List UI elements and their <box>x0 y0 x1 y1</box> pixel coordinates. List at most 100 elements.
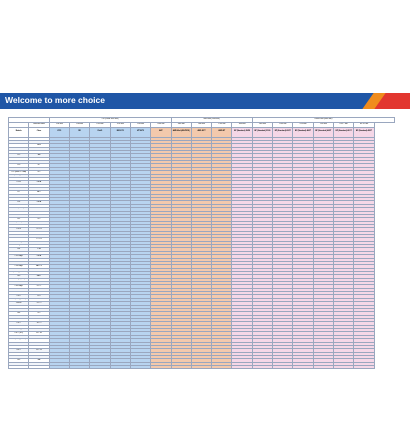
matrix-cell <box>190 364 213 370</box>
column-header-c6: ABT <box>150 126 172 138</box>
row-model: C75 <box>7 364 30 370</box>
matrix-cell <box>353 334 375 340</box>
table-row: C36 Ridge SA/4T 3 <box>7 264 395 269</box>
matrix-cell <box>353 267 375 273</box>
table-row: C55/T DEPA <box>7 334 395 340</box>
matrix-cell <box>353 291 375 296</box>
table-row: C60 2/LT 3/5 <box>7 344 395 350</box>
table-row: C60 T 2/LT 2/5 <box>7 348 395 353</box>
matrix-cell <box>353 254 375 259</box>
column-header-c16: BP (Standard) 40/2T <box>353 126 375 138</box>
table-row: C22 T (Schlappe-WL-Bak) 2/LD <box>7 173 395 178</box>
group-header-row: LTE (Lower 3000 mm) Mid-Class (5000 mm) Pr… <box>8 117 396 123</box>
column-header-c2: RD <box>68 126 91 138</box>
matrix-cell <box>353 341 375 346</box>
table-row: C2A 5/LT <box>7 166 395 172</box>
matrix-cell <box>353 321 375 326</box>
matrix-cell <box>353 354 375 360</box>
matrix-cell <box>353 287 375 293</box>
table-row: C48 2/LT <box>7 311 395 316</box>
column-header-c11: BP (Standard) 2/100 <box>251 126 274 138</box>
table-row: C29 2/LT <box>7 203 395 209</box>
column-header-c4: MS10/T2 <box>109 126 131 138</box>
matrix-cell <box>150 364 172 370</box>
table-row: C70 1/T 1/3 <box>7 361 395 367</box>
matrix-cell <box>109 364 131 370</box>
table-row: C29T (Aflo-Ell) 2/LT <box>7 207 395 212</box>
compatibility-table: LTE (Lower 3000 mm) Mid-Class (5000 mm) Pr… <box>7 117 396 370</box>
matrix-cell <box>353 358 375 363</box>
matrix-cell <box>353 314 375 320</box>
column-header-c12: BP (Standard) 40/2T <box>272 126 294 138</box>
table-row: C40 Ridge 2/LT 1 <box>7 284 395 289</box>
column-header-c14: BP (Standard) 40/2T <box>312 126 335 138</box>
column-header-c5: MT10/T2 <box>129 126 152 138</box>
table-row: C56 (Schlappe-Nfa) DEPA <box>7 338 395 343</box>
table-row: C15 AM <box>7 153 395 158</box>
matrix-cell <box>353 344 375 350</box>
matrix-cell <box>251 364 274 370</box>
table-row: C49 T 2/LT <box>7 314 395 320</box>
matrix-cell <box>353 364 375 370</box>
matrix-cell <box>353 257 375 262</box>
compatibility-matrix: LTE (Lower 3000 mm) Mid-Class (5000 mm) Pr… <box>7 117 396 370</box>
matrix-cell <box>129 364 152 370</box>
table-row: C50 MA-T <box>7 317 395 323</box>
table-row: C40T 2/4/T <box>7 280 395 286</box>
table-row: C36T DEPA <box>7 267 395 273</box>
matrix-cell <box>353 277 375 283</box>
column-header-c3: RinlO <box>89 126 111 138</box>
table-row: C58 T AM-5 <box>7 341 395 346</box>
table-row: C34 2/TA <box>7 247 395 252</box>
table-row: C65 MA <box>7 358 395 363</box>
matrix-cell <box>231 364 253 370</box>
matrix-cell <box>353 284 375 289</box>
column-header-model: Modelo <box>7 126 30 138</box>
table-row: C42 AM <box>7 287 395 293</box>
matrix-cell <box>353 304 375 309</box>
matrix-cell <box>353 311 375 316</box>
table-row: 3/T 1/3 <box>7 260 395 266</box>
table-row: C40 Ridge (4T-1) 1/T 1/3 <box>7 277 395 283</box>
table-row: C45 S/LT <box>7 291 395 296</box>
table-row: C62 DEPA <box>7 351 395 357</box>
table-row: C55 1 (1) AM-5 <box>7 328 395 333</box>
table-row: C28 DEPA <box>7 200 395 205</box>
column-header-c1: LT25 <box>48 126 70 138</box>
matrix-cell <box>353 294 375 299</box>
matrix-cell <box>211 364 233 370</box>
column-header-c7: AMD-Mod (40/LP/RS) <box>170 126 192 138</box>
table-row: S/LT <box>7 197 395 202</box>
table-row: C46/4M AM- <box>7 304 395 309</box>
table-row: C50 T 3/LT 5 <box>7 321 395 326</box>
matrix-cell <box>353 307 375 313</box>
column-header-row: Modelo Clase LT25 RD RinlO MS10/T2 MT10/T2 ABT A… <box>7 126 395 138</box>
column-header-class: Clase <box>28 126 50 138</box>
matrix-cell <box>89 364 111 370</box>
matrix-cell <box>353 317 375 323</box>
column-header-c15: BP (Standard) 40/1T <box>332 126 355 138</box>
matrix-cell <box>353 280 375 286</box>
column-header-c10: BP (Standard) 50/28 <box>231 126 253 138</box>
column-header-c13: BP (Standard) 40/2T <box>292 126 314 138</box>
matrix-cell <box>353 270 375 276</box>
table-row: C52 SA/T <box>7 324 395 330</box>
table-row: C40 SA/LT <box>7 274 395 279</box>
page-title: Welcome to more choice <box>5 95 105 105</box>
matrix-cell <box>353 361 375 367</box>
matrix-cell <box>353 260 375 266</box>
table-row: C36 AA <box>7 257 395 262</box>
group-header-mid: Mid-Class (5000 mm) <box>170 117 253 123</box>
matrix-cell <box>353 351 375 357</box>
table-row: C75 2/LT 2/5 <box>7 364 395 370</box>
matrix-cell <box>272 364 294 370</box>
matrix-cell <box>332 364 355 370</box>
table-row: C46 (Schlappe-Nfa) DEPA <box>7 297 395 303</box>
matrix-cell <box>292 364 314 370</box>
matrix-cell <box>353 324 375 330</box>
matrix-cell <box>353 264 375 269</box>
matrix-cell <box>353 301 375 306</box>
table-row: C38 (Schlappe-Vlt-Bak) MA-10-3T-3 <box>7 270 395 276</box>
matrix-cell <box>68 364 91 370</box>
column-header-c9: AMD-MT <box>211 126 233 138</box>
